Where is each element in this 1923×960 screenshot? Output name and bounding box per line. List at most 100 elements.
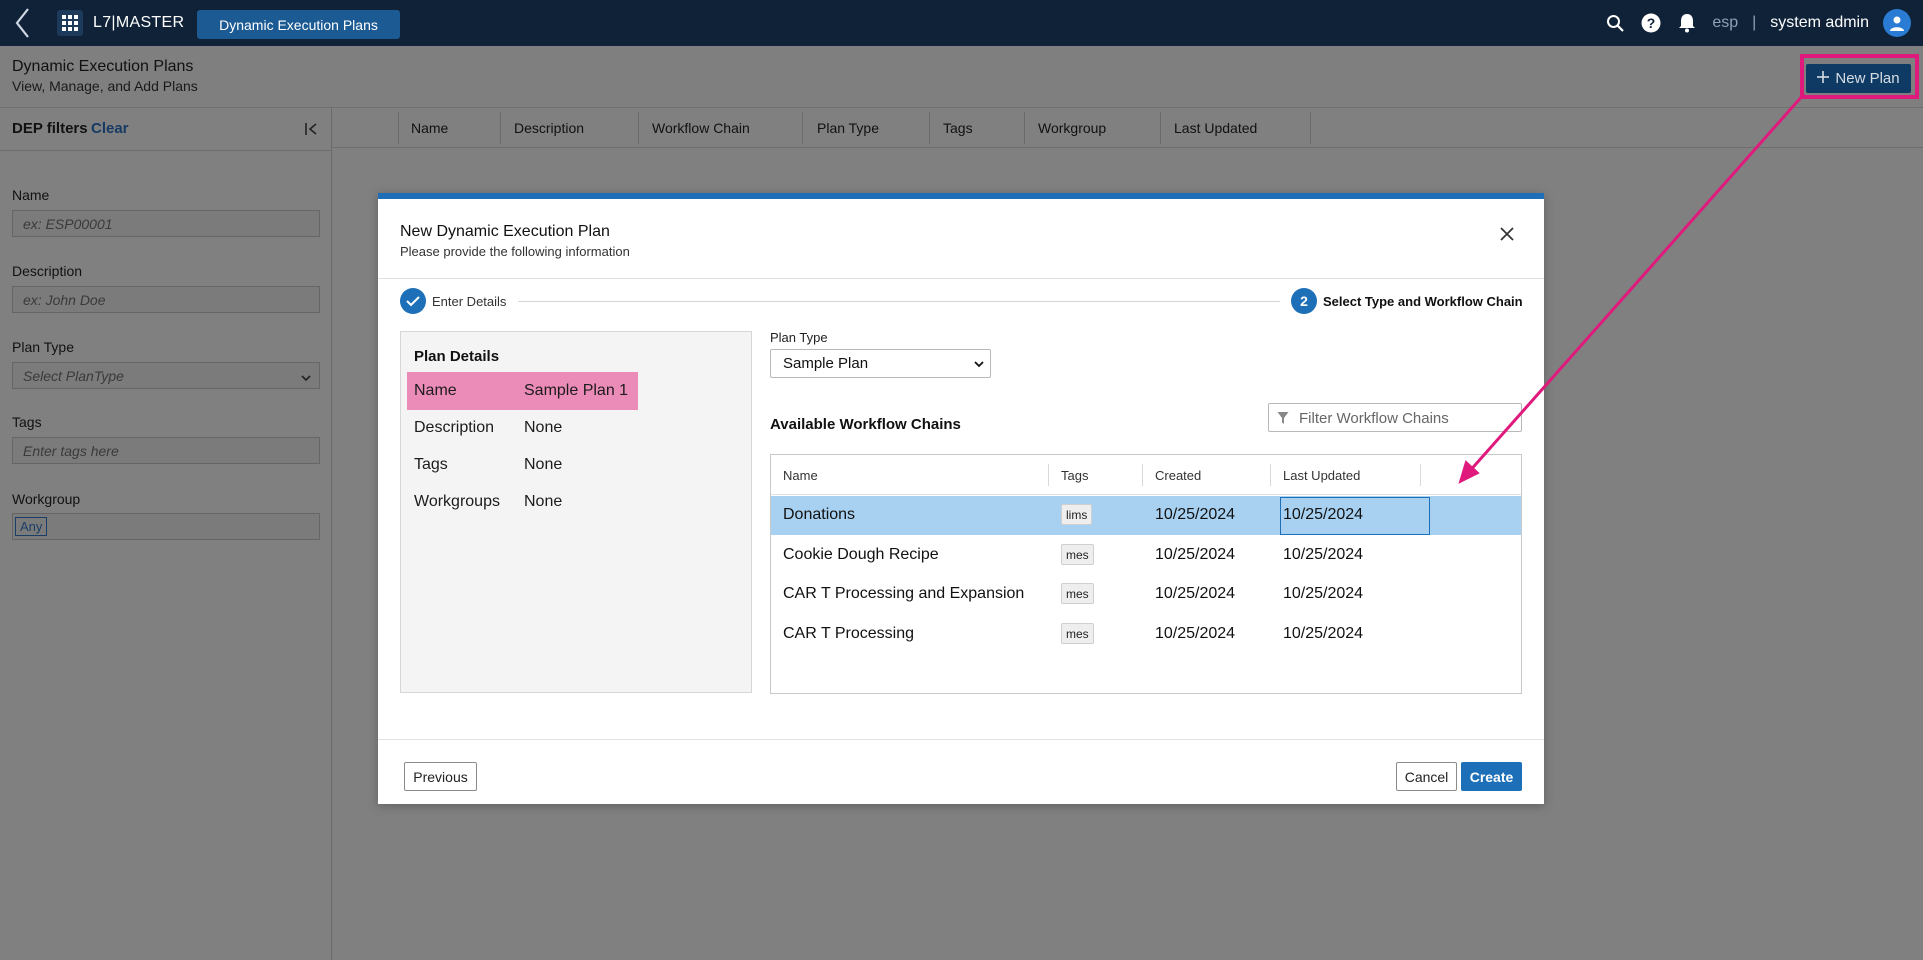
table-row[interactable]: CAR T Processing mes 10/25/2024 10/25/20… [771, 615, 1521, 654]
row-created: 10/25/2024 [1155, 625, 1236, 642]
description-filter-input[interactable]: ex: John Doe [12, 286, 320, 313]
check-icon[interactable] [400, 288, 426, 314]
tenant-label: esp [1712, 14, 1739, 31]
user-avatar-icon[interactable] [1883, 9, 1911, 37]
plan-type-select[interactable]: Sample Plan [770, 349, 991, 378]
column-separator [1024, 112, 1025, 144]
detail-row-workgroups: Workgroups None [407, 483, 638, 521]
filters-title: DEP filters [12, 120, 88, 137]
row-created: 10/25/2024 [1155, 585, 1236, 602]
plan-details-panel: Plan Details Name Sample Plan 1 Descript… [400, 331, 752, 693]
detail-value: None [524, 456, 563, 473]
step-enter-details[interactable]: Enter Details [432, 294, 507, 309]
detail-row-name: Name Sample Plan 1 [407, 372, 638, 410]
back-chevron-icon[interactable] [6, 5, 40, 41]
available-workflow-chains-label: Available Workflow Chains [770, 416, 961, 433]
detail-key: Workgroups [414, 493, 500, 510]
column-tags[interactable]: Tags [1061, 468, 1089, 483]
table-header: Name Tags Created Last Updated [771, 455, 1521, 495]
clear-filters-link[interactable]: Clear [91, 120, 129, 137]
user-name[interactable]: system admin [1770, 14, 1869, 31]
column-tags[interactable]: Tags [943, 120, 973, 136]
tag-chip: mes [1061, 544, 1094, 565]
new-plan-button[interactable]: New Plan [1806, 64, 1911, 93]
filter-funnel-icon [1277, 411, 1289, 425]
name-filter-input[interactable]: ex: ESP00001 [12, 210, 320, 237]
filters-panel: DEP filters Clear Name ex: ESP00001 Desc… [0, 108, 332, 960]
bell-icon[interactable] [1676, 12, 1698, 34]
previous-button[interactable]: Previous [404, 762, 477, 791]
page-header: Dynamic Execution Plans View, Manage, an… [0, 46, 1923, 108]
column-separator [802, 112, 803, 144]
table-row[interactable]: CAR T Processing and Expansion mes 10/25… [771, 575, 1521, 614]
row-created: 10/25/2024 [1155, 546, 1236, 563]
column-separator [1160, 112, 1161, 144]
row-updated: 10/25/2024 [1283, 625, 1364, 642]
divider [0, 150, 332, 151]
row-updated: 10/25/2024 [1283, 546, 1364, 563]
row-name: Donations [783, 506, 856, 523]
column-plan-type[interactable]: Plan Type [817, 120, 880, 136]
plan-type-filter-select[interactable]: Select PlanType [12, 362, 320, 389]
row-name: CAR T Processing [783, 625, 915, 642]
column-separator [1048, 464, 1049, 486]
column-separator [929, 112, 930, 144]
page-title: Dynamic Execution Plans [12, 58, 194, 75]
detail-row-tags: Tags None [407, 446, 638, 484]
page-subtitle: View, Manage, and Add Plans [12, 78, 198, 94]
table-row[interactable]: Donations lims 10/25/2024 10/25/2024 [771, 496, 1521, 535]
column-name[interactable]: Name [411, 120, 449, 136]
column-name[interactable]: Name [783, 468, 818, 483]
column-workflow-chain[interactable]: Workflow Chain [652, 120, 750, 136]
tab-dynamic-execution-plans[interactable]: Dynamic Execution Plans [197, 10, 400, 39]
search-icon[interactable] [1604, 12, 1626, 34]
separator: | [1752, 14, 1757, 31]
name-filter-label: Name [12, 187, 50, 203]
app-brand[interactable]: L7|MASTER [57, 3, 184, 43]
help-icon[interactable]: ? [1640, 12, 1662, 34]
plan-type-label: Plan Type [770, 330, 828, 345]
detail-value: None [524, 419, 563, 436]
chevron-down-icon [973, 357, 985, 369]
column-separator [1420, 464, 1421, 486]
tag-chip: mes [1061, 623, 1094, 644]
column-description[interactable]: Description [514, 120, 585, 136]
detail-value: None [524, 493, 563, 510]
column-last-updated[interactable]: Last Updated [1174, 120, 1258, 136]
cancel-button[interactable]: Cancel [1396, 762, 1457, 791]
column-separator [398, 112, 399, 144]
plan-type-value: Sample Plan [783, 355, 869, 372]
chevron-down-icon [301, 370, 311, 386]
create-button[interactable]: Create [1461, 762, 1522, 791]
row-name: CAR T Processing and Expansion [783, 585, 1025, 602]
tags-filter-label: Tags [12, 414, 42, 430]
row-updated: 10/25/2024 [1283, 506, 1364, 523]
close-icon[interactable] [1498, 225, 1520, 247]
divider [378, 278, 1544, 279]
workgroup-chip[interactable]: Any [15, 517, 48, 536]
collapse-panel-icon[interactable] [303, 120, 321, 138]
detail-key: Tags [414, 456, 448, 473]
column-separator [500, 112, 501, 144]
step-select-type: Select Type and Workflow Chain [1323, 294, 1523, 309]
column-workgroup[interactable]: Workgroup [1038, 120, 1107, 136]
divider [378, 739, 1544, 740]
filter-workflow-chains-input[interactable]: Filter Workflow Chains [1268, 403, 1522, 432]
app-grid-icon [57, 10, 83, 36]
workgroup-filter-input[interactable]: Any [12, 513, 320, 540]
new-plan-dialog: New Dynamic Execution Plan Please provid… [378, 193, 1544, 804]
column-separator [1270, 464, 1271, 486]
column-last-updated[interactable]: Last Updated [1283, 468, 1361, 483]
detail-key: Description [414, 419, 495, 436]
top-navigation-bar: L7|MASTER Dynamic Execution Plans ? esp … [0, 0, 1923, 46]
detail-value: Sample Plan 1 [524, 382, 629, 399]
stepper-line [518, 301, 1280, 302]
detail-row-description: Description None [407, 409, 638, 447]
tags-filter-input[interactable]: Enter tags here [12, 437, 320, 464]
column-created[interactable]: Created [1155, 468, 1202, 483]
table-row[interactable]: Cookie Dough Recipe mes 10/25/2024 10/25… [771, 536, 1521, 575]
plans-table-header: Name Description Workflow Chain Plan Typ… [332, 108, 1923, 148]
focused-cell [1280, 497, 1430, 535]
filter-placeholder: Filter Workflow Chains [1299, 410, 1449, 427]
brand-label: L7|MASTER [93, 14, 185, 31]
